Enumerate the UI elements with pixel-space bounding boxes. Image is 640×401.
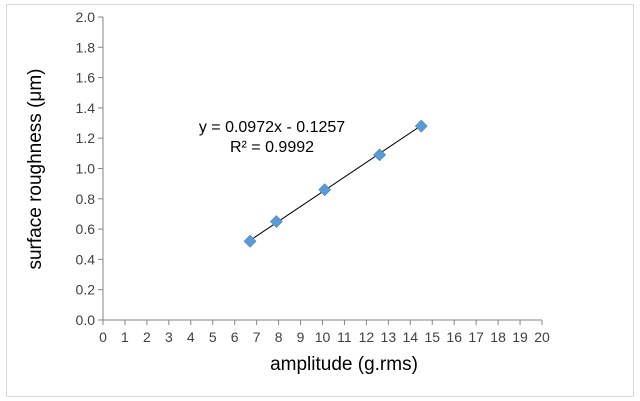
x-tick-label: 19 xyxy=(512,329,528,345)
y-tick-label: 1.4 xyxy=(76,100,96,116)
x-tick-label: 12 xyxy=(359,329,375,345)
x-tick-label: 7 xyxy=(253,329,261,345)
x-tick-label: 0 xyxy=(99,329,107,345)
data-point xyxy=(373,148,386,162)
x-tick-label: 17 xyxy=(468,329,484,345)
x-tick-label: 6 xyxy=(231,329,239,345)
axes xyxy=(102,17,542,321)
y-tick-label: 1.8 xyxy=(76,39,96,55)
y-axis-ticks: 0.0 0.2 0.4 0.6 0.8 1.0 1.2 1.4 1.6 1.8 2.0 xyxy=(76,9,103,328)
x-tick-label: 10 xyxy=(315,329,331,345)
y-axis-title: surface roughness (μm) xyxy=(25,68,46,269)
x-tick-label: 1 xyxy=(121,329,129,345)
y-tick-label: 2.0 xyxy=(76,9,96,25)
trendline-r-squared: R² = 0.9992 xyxy=(230,139,314,156)
y-tick-label: 0.6 xyxy=(76,221,96,237)
trendline-equation: y = 0.0972x - 0.1257 xyxy=(199,119,345,136)
y-tick-label: 0.0 xyxy=(76,312,96,328)
x-tick-label: 13 xyxy=(381,329,397,345)
y-tick-label: 0.8 xyxy=(76,191,96,207)
y-tick-label: 1.2 xyxy=(76,130,96,146)
x-tick-label: 14 xyxy=(403,329,419,345)
x-tick-label: 16 xyxy=(446,329,462,345)
x-tick-label: 4 xyxy=(187,329,195,345)
x-tick-label: 9 xyxy=(297,329,305,345)
x-tick-label: 11 xyxy=(337,329,352,345)
x-tick-label: 3 xyxy=(165,329,173,345)
data-point xyxy=(318,183,332,197)
x-tick-label: 8 xyxy=(275,329,283,345)
y-tick-label: 1.6 xyxy=(76,70,96,86)
x-tick-label: 15 xyxy=(424,329,440,345)
y-tick-label: 0.2 xyxy=(76,282,96,298)
data-point xyxy=(243,234,257,248)
x-axis-title: amplitude (g.rms) xyxy=(270,354,418,375)
x-tick-label: 18 xyxy=(490,329,506,345)
y-tick-label: 1.0 xyxy=(76,161,96,177)
x-tick-label: 20 xyxy=(534,329,550,345)
chart-area xyxy=(6,4,634,397)
x-axis-ticks: 0 1 2 3 4 5 6 7 8 9 10 11 12 13 14 15 16 17 18 19 20 xyxy=(99,320,550,345)
data-points xyxy=(243,119,428,248)
x-tick-label: 2 xyxy=(143,329,151,345)
data-point xyxy=(269,215,283,228)
x-tick-label: 5 xyxy=(209,329,217,345)
data-point xyxy=(414,119,428,133)
y-tick-label: 0.4 xyxy=(76,251,96,267)
